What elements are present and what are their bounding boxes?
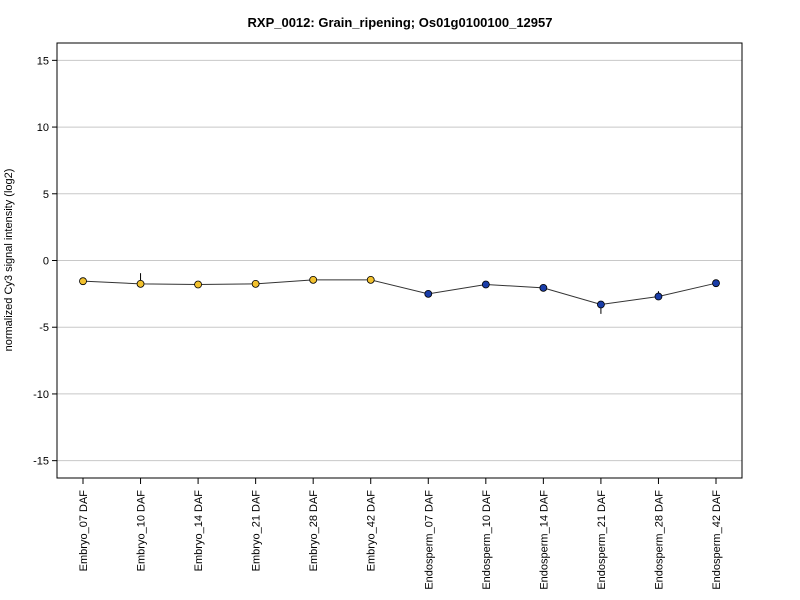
x-tick-label: Endosperm_21 DAF bbox=[596, 490, 608, 590]
y-tick-label: -15 bbox=[33, 456, 49, 468]
x-tick-label: Embryo_07 DAF bbox=[78, 490, 90, 572]
x-tick-label: Embryo_14 DAF bbox=[193, 490, 205, 572]
x-tick-label: Embryo_28 DAF bbox=[308, 490, 320, 572]
x-tick-label: Embryo_42 DAF bbox=[366, 490, 378, 572]
data-point bbox=[539, 283, 548, 292]
data-point bbox=[481, 280, 490, 289]
y-tick-label: 10 bbox=[37, 122, 49, 134]
x-tick-label: Embryo_10 DAF bbox=[136, 490, 148, 572]
data-point bbox=[251, 279, 260, 288]
x-axis: Embryo_07 DAF Embryo_10 DAF Embryo_14 DAF E… bbox=[78, 478, 723, 590]
x-tick-label: Embryo_21 DAF bbox=[251, 490, 263, 572]
data-point bbox=[309, 275, 318, 284]
series-polyline bbox=[82, 279, 717, 306]
data-point bbox=[194, 280, 202, 289]
x-tick-label: Endosperm_07 DAF bbox=[423, 490, 435, 590]
x-tick-label: Endosperm_10 DAF bbox=[481, 490, 493, 590]
series-line bbox=[82, 279, 717, 306]
data-point bbox=[654, 292, 663, 301]
chart-title: RXP_0012: Grain_ripening; Os01g0100100_1… bbox=[248, 15, 553, 30]
y-tick-label: 0 bbox=[43, 256, 49, 268]
x-tick-label: Endosperm_14 DAF bbox=[538, 490, 550, 590]
y-tick-label: 15 bbox=[37, 55, 49, 67]
y-tick-label: -10 bbox=[33, 389, 49, 401]
x-tick-label: Endosperm_28 DAF bbox=[653, 490, 665, 590]
y-tick-label: -5 bbox=[39, 322, 49, 334]
data-point bbox=[597, 300, 605, 309]
data-point bbox=[136, 279, 145, 288]
data-point bbox=[79, 277, 87, 286]
y-tick-label: 5 bbox=[43, 189, 49, 201]
grid-lines bbox=[57, 59, 742, 462]
data-point bbox=[712, 279, 720, 288]
error-bars bbox=[82, 273, 717, 314]
y-axis: -15 -10 -5 0 5 10 15 bbox=[33, 55, 57, 468]
x-tick-label: Endosperm_42 DAF bbox=[711, 490, 723, 590]
data-point bbox=[366, 275, 375, 284]
data-point bbox=[424, 289, 433, 298]
data-points bbox=[79, 275, 720, 309]
y-axis-title: normalized Cy3 signal intensity (log2) bbox=[3, 169, 15, 352]
